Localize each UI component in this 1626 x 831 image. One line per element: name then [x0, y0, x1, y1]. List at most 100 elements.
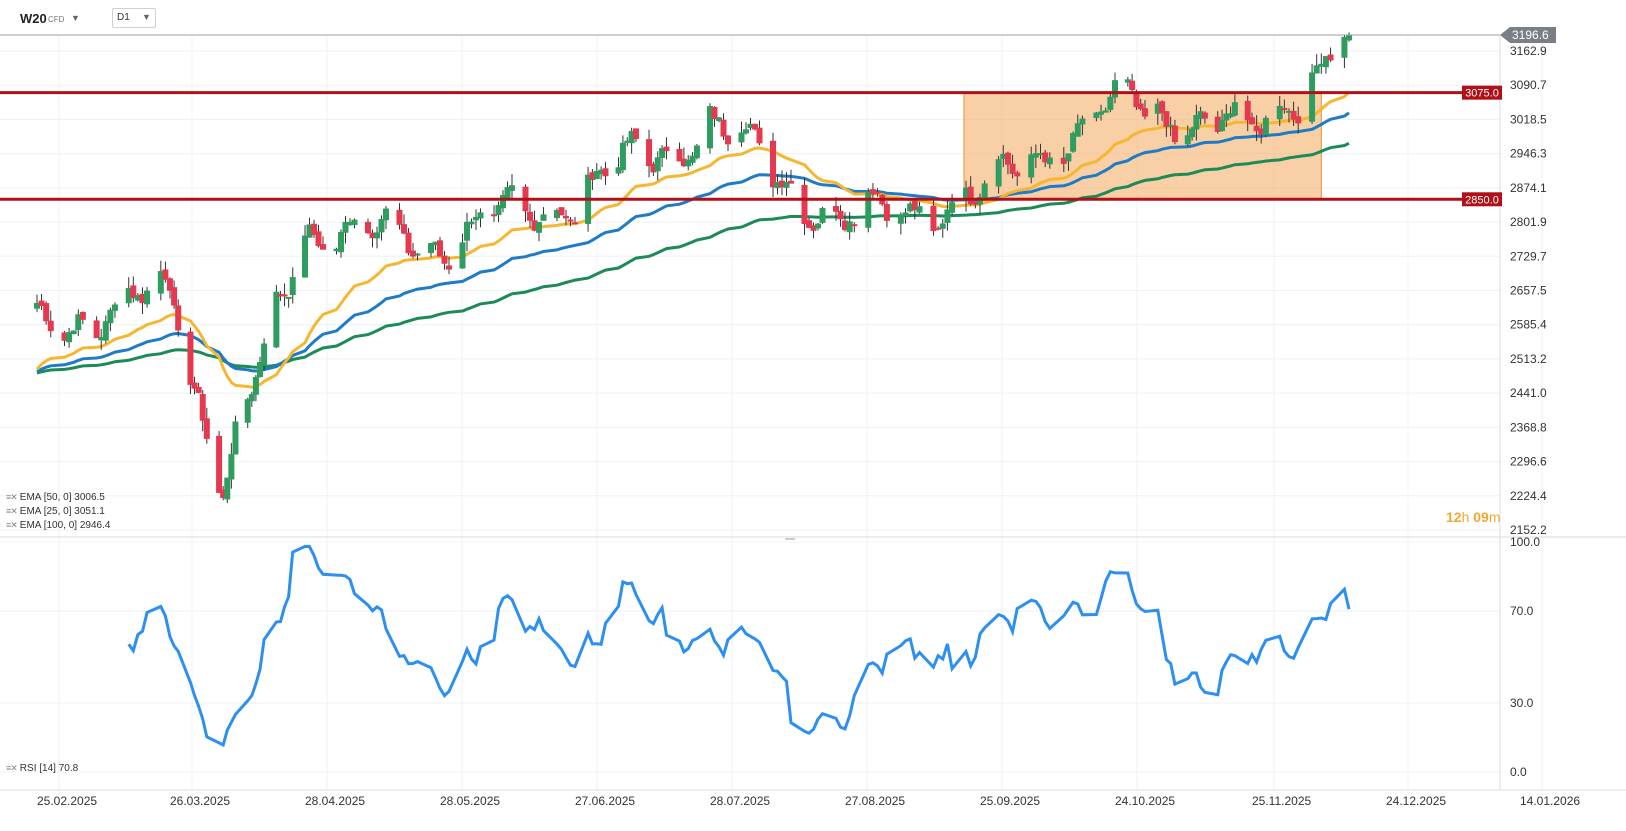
candle-body [495, 204, 502, 216]
rsi-tick-label: 0.0 [1510, 765, 1527, 779]
candle-body [1014, 172, 1021, 177]
candle-body [1184, 135, 1191, 145]
candle-body [199, 393, 206, 421]
level-tag-text: 3075.0 [1465, 88, 1499, 100]
candle-body [783, 182, 790, 188]
candle-body [874, 191, 881, 194]
candle-body [47, 320, 54, 332]
candle-body [232, 421, 239, 455]
candle-body [801, 184, 808, 225]
timeframe-label: D1 [117, 12, 130, 23]
candle-body [459, 242, 466, 269]
legend-ema25[interactable]: ≡✕ EMA [25, 0] 3051.1 [6, 506, 105, 517]
legend-rsi[interactable]: ≡✕ RSI [14] 70.8 [6, 763, 78, 774]
candle-body [1102, 110, 1109, 113]
candle-body [342, 221, 349, 233]
candle-body [897, 214, 904, 224]
symbol-name[interactable]: W20 [20, 11, 47, 26]
date-tick-label: 25.02.2025 [37, 794, 97, 808]
candle-body [378, 219, 385, 233]
candle-body [725, 135, 731, 145]
rsi-tick-label: 100.0 [1510, 535, 1540, 549]
date-tick-label: 28.04.2025 [305, 794, 365, 808]
candle-body [1009, 163, 1016, 174]
candle-body [93, 320, 100, 339]
chart-toolbar: W20 CFD ▼ D1 ▼ [0, 0, 1626, 34]
timer-minutes: 09 [1473, 509, 1489, 525]
price-tick-label: 2152.2 [1510, 523, 1547, 537]
candle-body [930, 205, 937, 232]
candle-body [939, 223, 946, 229]
candle-body [273, 291, 280, 348]
candle-body [171, 287, 178, 306]
date-tick-label: 28.07.2025 [710, 794, 770, 808]
candle-body [707, 106, 713, 149]
candle-body [1231, 102, 1238, 116]
symbol-type: CFD [48, 15, 65, 24]
candle-body [1193, 115, 1200, 130]
legend-menu-icon[interactable]: ≡✕ [6, 520, 18, 530]
candle-body [1079, 118, 1086, 125]
candle-body [102, 321, 109, 341]
candle-body [1346, 34, 1353, 41]
candle-body [43, 303, 50, 322]
date-tick-label: 27.06.2025 [575, 794, 635, 808]
timer-hours-unit: h [1461, 509, 1470, 525]
candle-body [1159, 101, 1166, 114]
candle-body [111, 304, 118, 311]
symbol-dropdown-chevron-icon[interactable]: ▼ [71, 13, 80, 23]
candle-body [281, 294, 288, 297]
rsi-line [127, 544, 1351, 748]
rsi-tick-label: 70.0 [1510, 604, 1534, 618]
candle-body [567, 219, 574, 222]
candle-body [1322, 56, 1329, 68]
candle-body [911, 200, 918, 211]
candle-body [79, 312, 86, 320]
candle-body [70, 330, 77, 335]
legend-ema50[interactable]: ≡✕ EMA [50, 0] 3006.5 [6, 492, 105, 503]
candle-body [1137, 103, 1144, 110]
candle-body [191, 382, 198, 389]
price-tick-label: 2657.5 [1510, 284, 1547, 298]
candle-body [252, 376, 259, 395]
candle-body [1065, 153, 1072, 162]
candle-body [646, 139, 653, 167]
timeframe-chevron-icon[interactable]: ▼ [142, 12, 151, 22]
legend-menu-icon[interactable]: ≡✕ [6, 492, 18, 502]
candle-body [1028, 154, 1035, 178]
legend-menu-icon[interactable]: ≡✕ [6, 506, 18, 516]
candle-body [685, 159, 692, 167]
price-tick-label: 2368.8 [1510, 420, 1547, 434]
candle-body [491, 214, 497, 217]
candle-body [1163, 111, 1170, 127]
legend-ema100[interactable]: ≡✕ EMA [100, 0] 2946.4 [6, 520, 110, 531]
price-tick-label: 2729.7 [1510, 249, 1547, 263]
ema25-line [35, 90, 1351, 389]
candle-body [663, 146, 670, 152]
price-tick-label: 2296.6 [1510, 455, 1547, 469]
candle-body [1004, 152, 1011, 165]
candle-body [320, 244, 326, 250]
price-tick-label: 2946.3 [1510, 147, 1547, 161]
candle-body [995, 159, 1002, 187]
candle-body [711, 106, 718, 120]
candle-body [468, 221, 475, 225]
candle-body [224, 477, 231, 500]
candle-body [1249, 117, 1255, 125]
candle-body [315, 231, 322, 247]
legend-menu-icon[interactable]: ≡✕ [6, 763, 18, 773]
timeframe-select[interactable] [112, 8, 156, 28]
date-tick-label: 14.01.2026 [1520, 794, 1580, 808]
candle-body [66, 332, 73, 343]
candle-body [473, 216, 479, 221]
candle-body [689, 155, 696, 163]
candle-body [788, 180, 794, 184]
ema100-line [36, 141, 1350, 375]
candle-body [338, 231, 344, 253]
date-tick-label: 27.08.2025 [845, 794, 905, 808]
candle-body [1141, 108, 1148, 117]
candle-body [944, 209, 951, 223]
last-price-tag-text: 3196.6 [1512, 28, 1549, 42]
candle-body [1189, 128, 1196, 138]
